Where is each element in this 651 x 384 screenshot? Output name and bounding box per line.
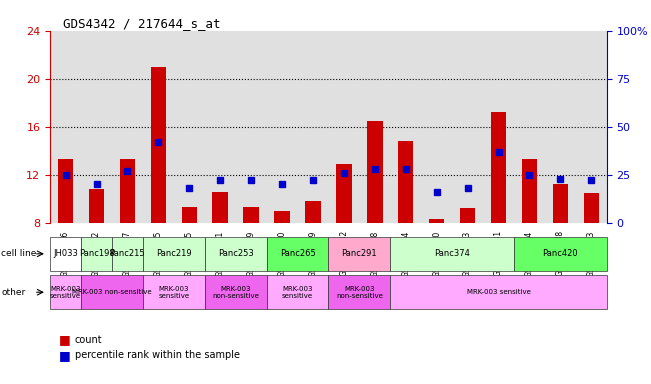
- Bar: [336, 164, 352, 223]
- Bar: [553, 184, 568, 223]
- Bar: [305, 201, 321, 223]
- Bar: [521, 159, 537, 223]
- Bar: [58, 159, 74, 223]
- Bar: [150, 67, 166, 223]
- Text: GDS4342 / 217644_s_at: GDS4342 / 217644_s_at: [63, 17, 221, 30]
- Text: Panc253: Panc253: [218, 249, 253, 258]
- Text: other: other: [1, 288, 25, 297]
- Text: count: count: [75, 335, 102, 345]
- Bar: [120, 159, 135, 223]
- Text: MRK-003
sensitive: MRK-003 sensitive: [282, 286, 313, 299]
- Text: cell line: cell line: [1, 249, 36, 258]
- Bar: [243, 207, 259, 223]
- Text: Panc219: Panc219: [156, 249, 191, 258]
- Bar: [491, 113, 506, 223]
- Text: Panc291: Panc291: [342, 249, 377, 258]
- Bar: [367, 121, 383, 223]
- Text: MRK-003
non-sensitive: MRK-003 non-sensitive: [212, 286, 259, 299]
- Text: MRK-003
non-sensitive: MRK-003 non-sensitive: [336, 286, 383, 299]
- Text: Panc265: Panc265: [280, 249, 315, 258]
- Bar: [398, 141, 413, 223]
- Bar: [89, 189, 104, 223]
- Text: Panc198: Panc198: [79, 249, 115, 258]
- Bar: [429, 219, 445, 223]
- Text: Panc374: Panc374: [434, 249, 470, 258]
- Text: Panc420: Panc420: [542, 249, 578, 258]
- Text: Panc215: Panc215: [109, 249, 145, 258]
- Bar: [212, 192, 228, 223]
- Text: MRK-003 sensitive: MRK-003 sensitive: [467, 289, 531, 295]
- Bar: [583, 193, 599, 223]
- Text: MRK-003 non-sensitive: MRK-003 non-sensitive: [72, 289, 152, 295]
- Text: MRK-003
sensitive: MRK-003 sensitive: [158, 286, 189, 299]
- Text: ■: ■: [59, 349, 70, 362]
- Text: ■: ■: [59, 333, 70, 346]
- Text: JH033: JH033: [53, 249, 78, 258]
- Text: percentile rank within the sample: percentile rank within the sample: [75, 350, 240, 360]
- Bar: [460, 209, 475, 223]
- Bar: [182, 207, 197, 223]
- Text: MRK-003
sensitive: MRK-003 sensitive: [50, 286, 81, 299]
- Bar: [274, 211, 290, 223]
